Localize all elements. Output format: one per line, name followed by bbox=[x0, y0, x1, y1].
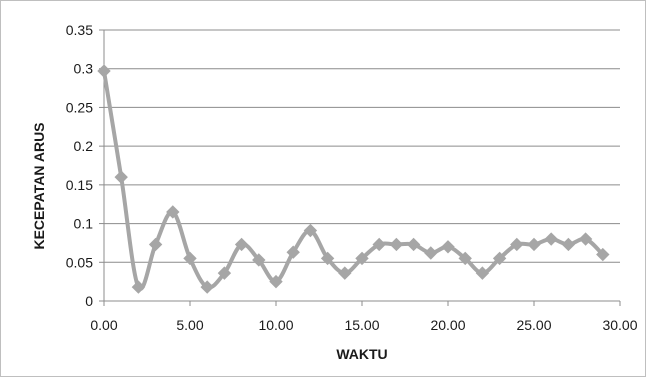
x-tick-label: 20.00 bbox=[430, 317, 465, 333]
data-point-marker bbox=[320, 251, 335, 266]
data-point-marker bbox=[217, 266, 232, 280]
x-tick-label: 30.00 bbox=[602, 317, 637, 333]
x-tick-label: 15.00 bbox=[344, 317, 379, 333]
data-point-marker bbox=[114, 170, 128, 184]
data-point-marker bbox=[578, 232, 593, 246]
data-point-marker bbox=[389, 237, 404, 252]
data-point-marker bbox=[475, 266, 490, 280]
data-point-marker bbox=[286, 245, 300, 259]
data-point-marker bbox=[200, 280, 214, 294]
data-point-marker bbox=[234, 237, 249, 252]
data-point-marker bbox=[458, 251, 472, 266]
data-point-marker bbox=[252, 253, 266, 267]
x-tick-label: 10.00 bbox=[258, 317, 293, 333]
data-point-marker bbox=[148, 237, 163, 252]
data-point-marker bbox=[441, 240, 455, 254]
marker-layer bbox=[97, 64, 610, 294]
data-point-marker bbox=[492, 251, 507, 266]
data-point-marker bbox=[424, 246, 438, 260]
x-tick-label: 25.00 bbox=[516, 317, 551, 333]
data-point-marker bbox=[372, 237, 386, 252]
data-point-marker bbox=[166, 205, 180, 219]
y-tick-label: 0 bbox=[85, 293, 93, 309]
data-point-marker bbox=[510, 237, 524, 252]
y-tick-label: 0.05 bbox=[66, 254, 93, 270]
data-point-marker bbox=[561, 237, 576, 252]
data-point-marker bbox=[183, 251, 197, 266]
x-tick-label: 0.00 bbox=[90, 317, 117, 333]
data-point-marker bbox=[355, 251, 369, 266]
y-axis-title: KECEPATAN ARUS bbox=[31, 122, 47, 249]
tick-labels: 0 0.05 0.1 0.15 0.2 0.25 0.3 0.35 0.00 5.00 10.00 1… bbox=[66, 22, 638, 333]
data-point-marker bbox=[269, 274, 283, 289]
data-point-marker bbox=[97, 64, 111, 78]
data-point-marker bbox=[303, 223, 318, 238]
y-tick-label: 0.15 bbox=[66, 177, 93, 193]
data-point-marker bbox=[406, 237, 421, 252]
data-point-marker bbox=[544, 232, 558, 246]
data-point-marker bbox=[596, 247, 610, 262]
y-tick-label: 0.3 bbox=[74, 61, 94, 77]
y-tick-label: 0.1 bbox=[74, 216, 94, 232]
x-tick-label: 5.00 bbox=[176, 317, 203, 333]
data-point-marker bbox=[527, 237, 541, 252]
y-tick-label: 0.2 bbox=[74, 138, 94, 154]
y-tick-label: 0.25 bbox=[66, 99, 93, 115]
y-tick-label: 0.35 bbox=[66, 22, 93, 38]
x-axis-title: WAKTU bbox=[336, 346, 387, 362]
data-point-marker bbox=[131, 280, 146, 294]
data-point-marker bbox=[338, 266, 352, 280]
